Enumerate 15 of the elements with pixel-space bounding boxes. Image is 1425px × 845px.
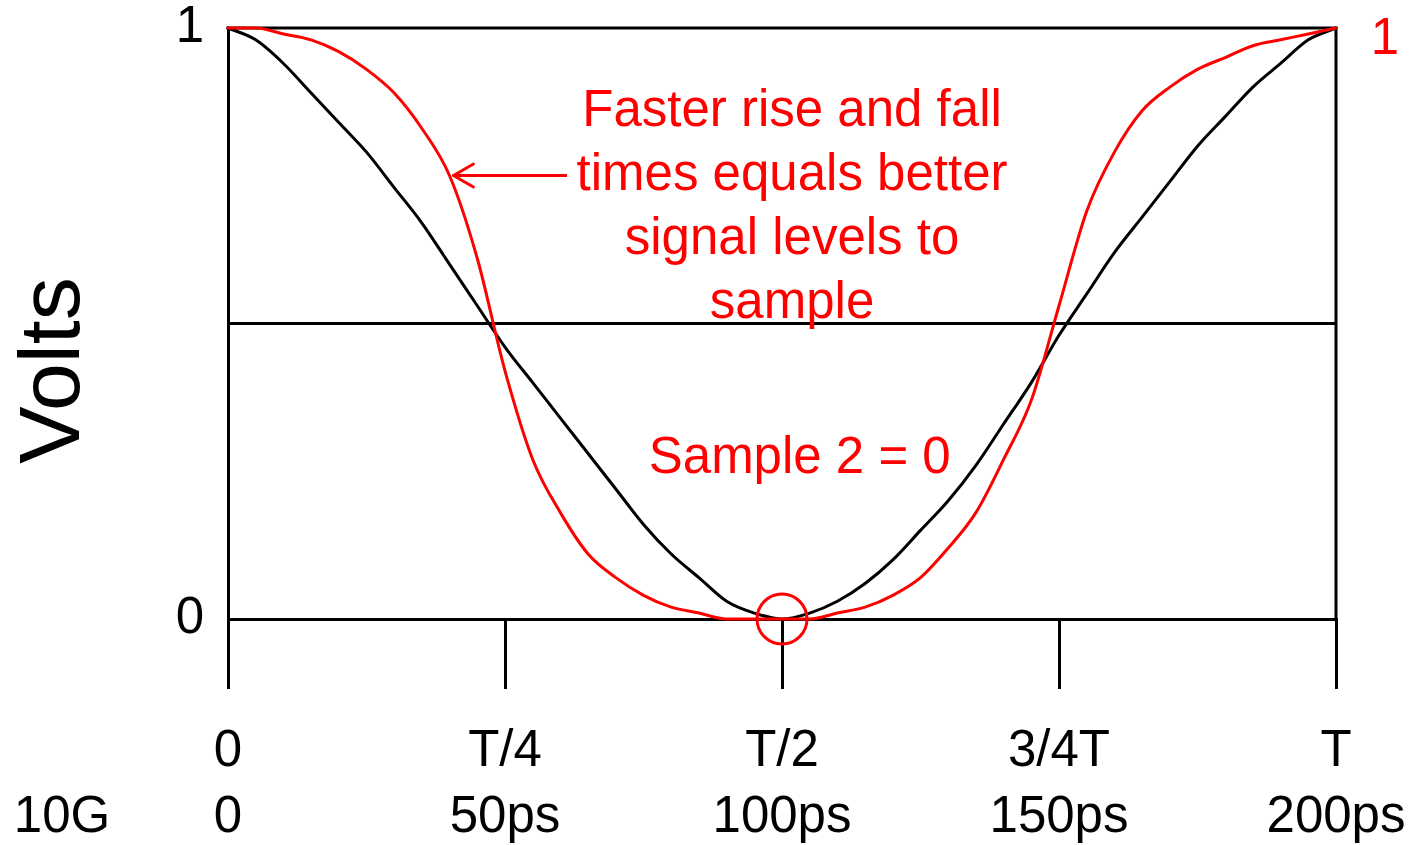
annotation: 1 — [1370, 8, 1400, 66]
annotation: T — [1320, 719, 1352, 777]
x-tick-label: 100ps — [712, 785, 852, 843]
annotation: Sample 2 = 0 — [648, 427, 951, 485]
y-axis-title: Volts — [0, 277, 97, 464]
x-tick-label: 200ps — [1266, 785, 1406, 843]
x-axis-title: 10G — [13, 785, 111, 843]
text: 0 — [213, 719, 243, 777]
annotation: T/2 — [745, 719, 819, 777]
x-tick-label: 150ps — [989, 785, 1129, 843]
x-tick-label: 50ps — [449, 785, 561, 843]
annotation: 3/4T — [1007, 719, 1111, 777]
annotation: T/4 — [468, 719, 542, 777]
x-tick-label: 0 — [213, 785, 243, 843]
annotation: Faster rise and fall times equals better signal levels to sample — [576, 79, 1008, 329]
